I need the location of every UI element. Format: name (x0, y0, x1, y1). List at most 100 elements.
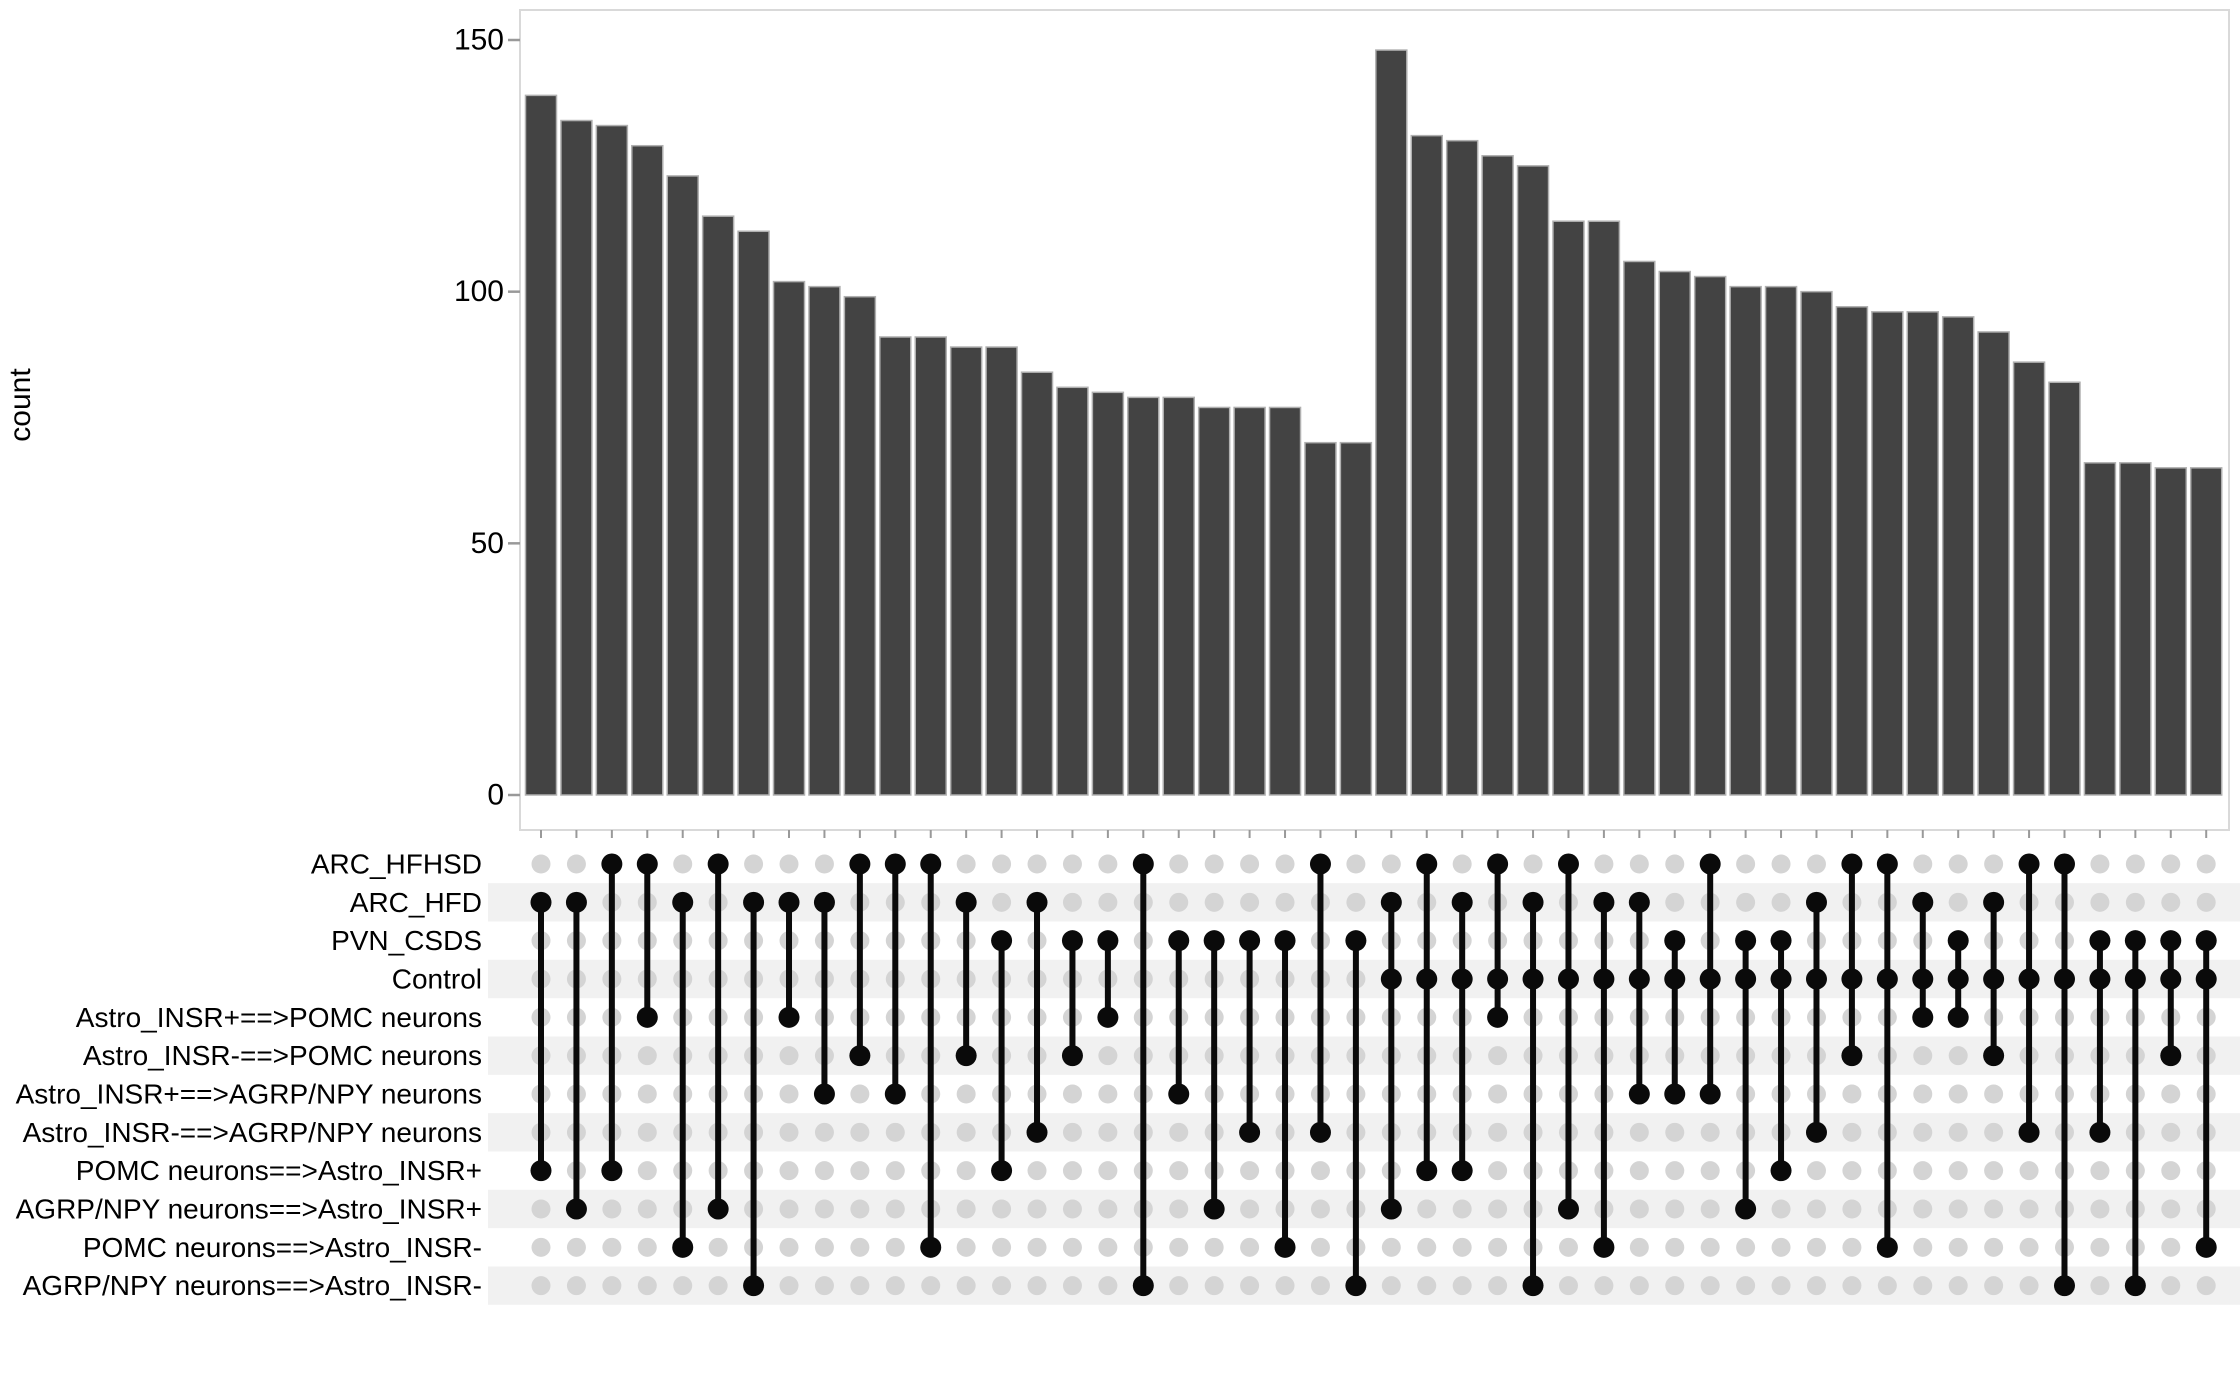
matrix-dot-active (1557, 1198, 1579, 1220)
matrix-dot (1771, 1237, 1791, 1257)
matrix-dot-active (1274, 930, 1296, 952)
matrix-dot (1098, 1276, 1118, 1296)
set-label-7: Astro_INSR-==>AGRP/NPY neurons (23, 1117, 482, 1148)
matrix-dot (1806, 1199, 1826, 1219)
matrix-dot (992, 1199, 1012, 1219)
matrix-dot (1594, 854, 1614, 874)
matrix-dot-active (1805, 1121, 1827, 1143)
matrix-dot-active (1380, 968, 1402, 990)
matrix-dot (1381, 1276, 1401, 1296)
matrix-dot-active (1770, 930, 1792, 952)
intersection-bar-44 (2048, 381, 2081, 796)
matrix-dot-active (1451, 1160, 1473, 1182)
matrix-dot (1913, 1122, 1933, 1142)
matrix-dot-active (1203, 930, 1225, 952)
matrix-dot (1948, 854, 1968, 874)
matrix-dot (1310, 1161, 1330, 1181)
matrix-dot (1736, 854, 1756, 874)
intersection-bar-45 (2083, 462, 2117, 796)
matrix-dot-active (1735, 930, 1757, 952)
set-label-10: POMC neurons==>Astro_INSR- (83, 1232, 482, 1263)
matrix-dot-active (991, 930, 1013, 952)
matrix-dot-active (601, 1160, 623, 1182)
matrix-dot (531, 1237, 551, 1257)
matrix-dot (2196, 1276, 2216, 1296)
matrix-dot-active (1699, 853, 1721, 875)
matrix-dot (531, 1276, 551, 1296)
matrix-dot (814, 1237, 834, 1257)
matrix-dot-active (2089, 930, 2111, 952)
matrix-dot (673, 854, 693, 874)
matrix-dot (531, 1199, 551, 1219)
intersection-bar-30 (1552, 220, 1585, 796)
matrix-dot (1771, 1199, 1791, 1219)
intersection-bar-34 (1693, 275, 1727, 796)
matrix-dot (1027, 1276, 1047, 1296)
matrix-dot (1204, 1237, 1224, 1257)
matrix-dot (1098, 854, 1118, 874)
matrix-dot-active (1841, 968, 1863, 990)
matrix-dot (637, 1276, 657, 1296)
intersection-bar-4 (631, 144, 664, 796)
matrix-dot (1842, 1276, 1862, 1296)
matrix-dot (956, 1084, 976, 1104)
matrix-dot-active (920, 853, 942, 875)
matrix-dot (850, 1276, 870, 1296)
matrix-dot-active (955, 891, 977, 913)
matrix-dot-active (1380, 891, 1402, 913)
matrix-dot-active (1274, 1236, 1296, 1258)
matrix-dot (566, 1276, 586, 1296)
matrix-dot-active (1097, 930, 1119, 952)
matrix-dot (1488, 1046, 1508, 1066)
intersection-bar-43 (2012, 361, 2046, 796)
matrix-dot-active (1168, 1083, 1190, 1105)
intersection-bar-1 (524, 94, 558, 796)
matrix-dot (1984, 1237, 2004, 1257)
matrix-dot (2090, 1199, 2110, 1219)
matrix-dot-active (1947, 968, 1969, 990)
matrix-dot (992, 892, 1012, 912)
matrix-dot-active (2124, 968, 2146, 990)
matrix-dot-active (920, 1236, 942, 1258)
matrix-dot (1948, 1161, 1968, 1181)
matrix-dot-active (1557, 853, 1579, 875)
intersection-bar-33 (1658, 270, 1692, 796)
matrix-dot-active (1416, 853, 1438, 875)
matrix-dot-active (1416, 1160, 1438, 1182)
intersection-bar-46 (2119, 462, 2152, 796)
matrix-dot (2090, 854, 2110, 874)
intersection-bar-26 (1410, 134, 1443, 796)
matrix-dot-active (1628, 891, 1650, 913)
matrix-dot-active (672, 891, 694, 913)
matrix-dot (1913, 1161, 1933, 1181)
matrix-dot-active (743, 1275, 765, 1297)
matrix-dot (1771, 854, 1791, 874)
set-label-8: POMC neurons==>Astro_INSR+ (76, 1155, 482, 1186)
matrix-dot (1452, 854, 1472, 874)
matrix-dot (885, 1199, 905, 1219)
intersection-bar-20 (1197, 406, 1231, 796)
matrix-dot (1098, 1161, 1118, 1181)
matrix-dot-active (1912, 891, 1934, 913)
matrix-dot-active (849, 1045, 871, 1067)
matrix-dot-active (743, 891, 765, 913)
matrix-dot (1913, 1237, 1933, 1257)
intersection-bar-12 (914, 336, 947, 796)
intersection-bar-25 (1375, 49, 1408, 796)
matrix-dot (1169, 1199, 1189, 1219)
matrix-dot-active (991, 1160, 1013, 1182)
matrix-dot-active (1345, 1275, 1367, 1297)
matrix-dot (1948, 1199, 1968, 1219)
matrix-dot (1062, 892, 1082, 912)
matrix-dot-active (1487, 1006, 1509, 1028)
matrix-dot-active (1947, 1006, 1969, 1028)
matrix-dot (1381, 1237, 1401, 1257)
intersection-bar-39 (1871, 311, 1904, 796)
plot-panel (519, 9, 2230, 831)
matrix-dot (1523, 854, 1543, 874)
matrix-dot-active (2160, 968, 2182, 990)
matrix-dot-active (884, 853, 906, 875)
intersection-bar-19 (1162, 396, 1195, 796)
matrix-dot-active (2053, 1275, 2075, 1297)
intersection-bar-24 (1339, 441, 1373, 796)
